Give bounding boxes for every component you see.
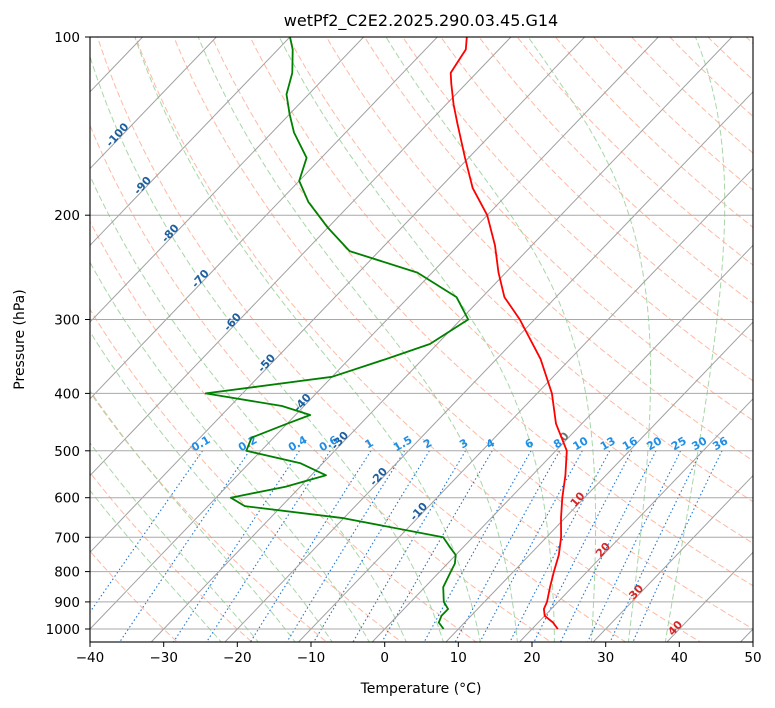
x-tick-label: −10 — [297, 650, 326, 666]
isotherm-line — [518, 398, 753, 642]
dry-adiabat-line — [402, 37, 753, 382]
mixing-ratio-line — [423, 450, 532, 642]
dry-adiabat-line — [516, 37, 753, 266]
x-tick-label: 30 — [597, 650, 614, 666]
mixing-ratio-line — [381, 450, 493, 642]
moist-adiabat-line — [664, 37, 726, 642]
x-tick-label: −40 — [76, 650, 105, 666]
dry-adiabat-line — [135, 37, 702, 642]
isotherms — [90, 37, 753, 642]
temperature-profile — [449, 37, 568, 630]
isotherm-line — [592, 474, 753, 642]
isotherm-line — [90, 37, 439, 400]
x-tick-label: 10 — [450, 650, 467, 666]
moist-adiabat-line — [90, 330, 333, 642]
isotherm-line — [90, 37, 586, 554]
dry-adiabat-line — [249, 37, 753, 544]
plot-area: 0.1 0.2 0.4 0.6 1 1.5 2 3 4 6 8 10 13 16 20 25 30 36 -100… — [90, 37, 753, 642]
isotherm-line — [371, 244, 753, 642]
dry-adiabat-line — [90, 124, 552, 642]
chart-title: wetPf2_C2E2.2025.290.03.45.G14 — [284, 11, 558, 31]
y-axis-title: Pressure (hPa) — [12, 289, 28, 389]
x-tick-label: 50 — [744, 650, 761, 666]
y-tick-label: 500 — [54, 444, 80, 460]
dry-adiabat-line — [630, 37, 753, 154]
x-tick-label: 0 — [380, 650, 389, 666]
dry-adiabat-line — [287, 37, 753, 503]
dry-adiabat-line — [90, 308, 403, 642]
moist-adiabat-line — [90, 389, 296, 642]
isotherm-line — [90, 37, 660, 630]
dry-adiabat-line — [363, 37, 753, 422]
isotherm-line — [224, 91, 753, 642]
isobars — [90, 37, 753, 630]
dry-adiabat-line — [90, 391, 328, 642]
x-tick-label: −20 — [223, 650, 252, 666]
dry-adiabat-line — [211, 37, 753, 587]
x-axis-title: Temperature (°C) — [360, 681, 482, 697]
y-tick-label: 1000 — [46, 622, 80, 638]
x-tick-label: 20 — [523, 650, 540, 666]
moist-adiabat-line — [90, 261, 370, 642]
y-tick-label: 700 — [54, 530, 80, 546]
moist-adiabat-line — [278, 37, 555, 642]
mixing-ratio-line — [313, 450, 430, 642]
mixing-ratio-line — [587, 450, 682, 642]
y-tick-label: 600 — [54, 491, 80, 507]
isotherm-line — [90, 37, 291, 247]
y-tick-label: 300 — [54, 313, 80, 329]
y-tick-label: 900 — [54, 595, 80, 611]
mixing-ratio-line — [119, 450, 250, 642]
x-tick-label: −30 — [149, 650, 178, 666]
isotherm-line — [445, 321, 753, 642]
isotherm-line — [90, 37, 218, 170]
y-tick-label: 100 — [54, 30, 80, 46]
moist-adiabat-line — [385, 37, 597, 642]
sounding-series — [204, 37, 568, 630]
y-axis: 100 200 300 400 500 600 700 800 900 1000 — [46, 30, 90, 638]
dry-adiabat-line — [325, 37, 753, 462]
y-tick-label: 400 — [54, 386, 80, 402]
isotherm-line — [90, 37, 365, 323]
moist-adiabat-line — [90, 489, 222, 642]
dry-adiabat-line — [96, 37, 627, 642]
moist-adiabat-line — [527, 37, 652, 642]
mixing-ratio-line — [352, 450, 467, 642]
isotherm-line — [297, 167, 753, 642]
mixing-ratio-line — [206, 450, 331, 642]
y-tick-label: 200 — [54, 208, 80, 224]
moist-adiabat-line — [134, 37, 481, 642]
dry-adiabats — [90, 37, 753, 642]
mixing-ratio-line — [559, 450, 657, 642]
dry-adiabat-line — [440, 37, 753, 343]
mixing-ratio-lines — [90, 450, 723, 642]
plot-frame — [89, 36, 754, 643]
isotherm-line — [90, 37, 512, 477]
mixing-ratio-line — [286, 450, 406, 642]
dry-adiabat-line — [554, 37, 753, 229]
y-tick-label: 800 — [54, 565, 80, 581]
dewpoint-profile — [204, 37, 470, 630]
mixing-ratio-line — [172, 450, 300, 642]
mixing-ratio-line — [454, 450, 561, 642]
x-axis: −40 −30 −20 −10 0 10 20 30 40 50 — [76, 642, 762, 666]
x-tick-label: 40 — [671, 650, 688, 666]
mixing-ratio-line — [509, 450, 611, 642]
